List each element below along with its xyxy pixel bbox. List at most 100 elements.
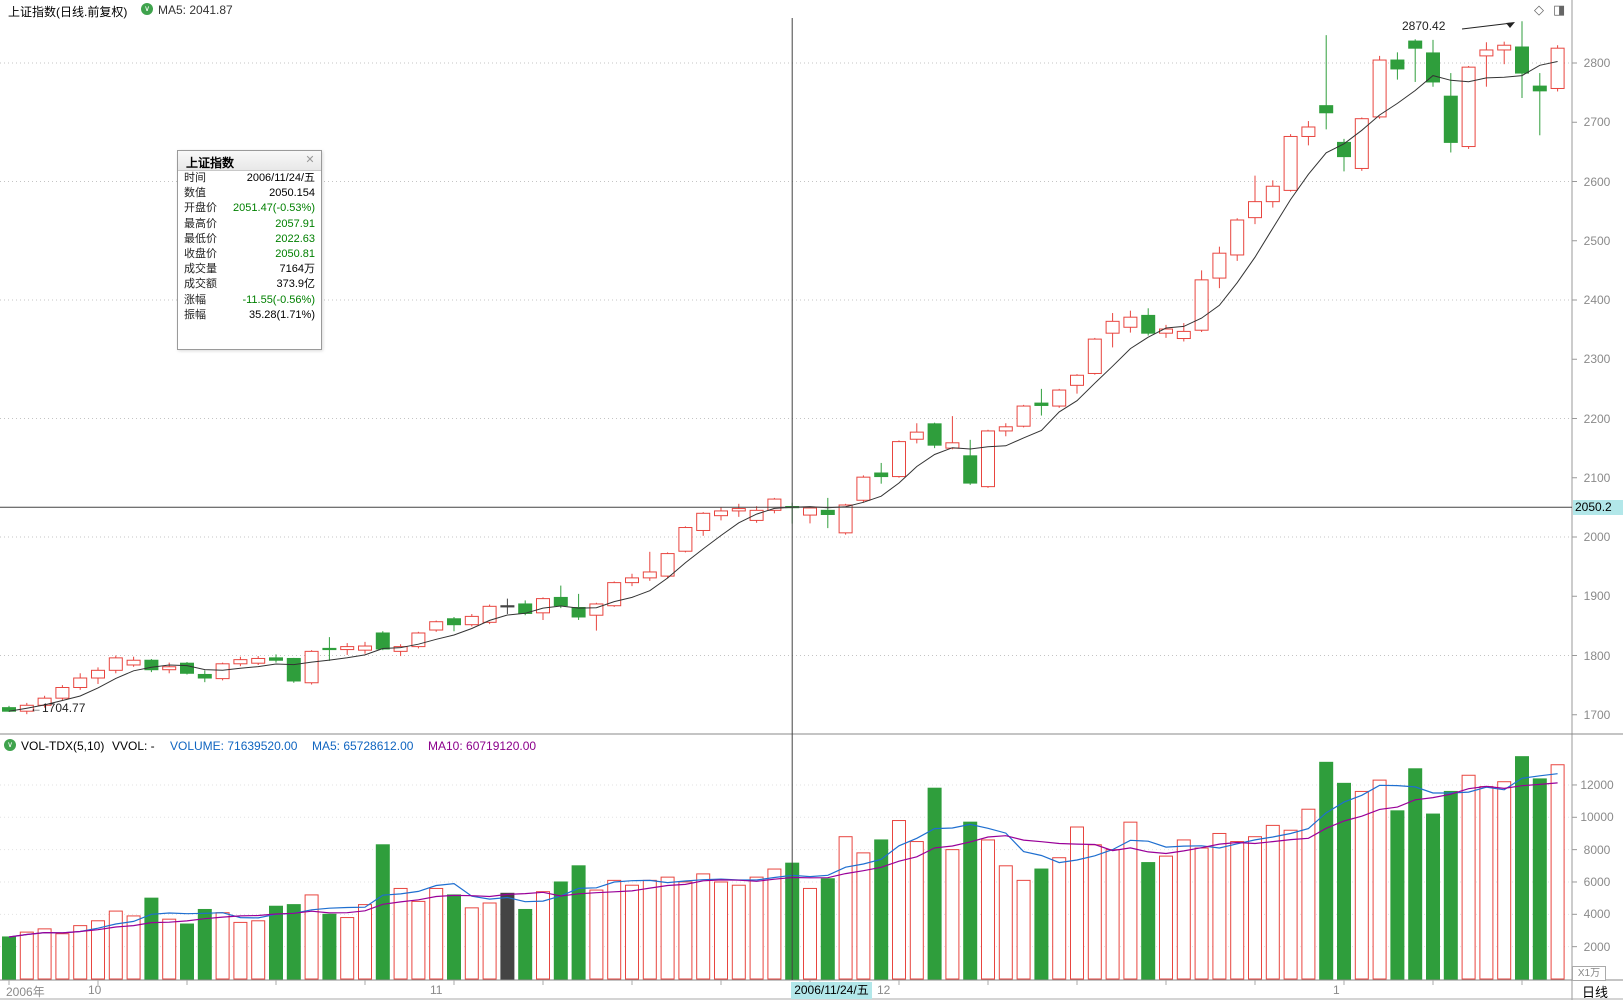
- time-axis-label: 1: [1333, 983, 1340, 997]
- candle-body: [375, 632, 390, 650]
- volume-axis-label: 6000: [1583, 874, 1611, 889]
- period-selector[interactable]: 日线: [1582, 985, 1609, 1000]
- volume-bar: [1301, 808, 1316, 980]
- info-row: 成交额 373.9亿: [184, 278, 315, 291]
- candle-body: [749, 509, 764, 521]
- candle-body: [1230, 219, 1245, 256]
- volume-bar: [981, 839, 995, 980]
- volume-bar: [1408, 768, 1423, 980]
- crosshair-date-label: 2006/11/24/五: [791, 982, 872, 999]
- volume-axis-label: 8000: [1583, 842, 1611, 857]
- volume-bar: [945, 849, 960, 980]
- chevron-down-icon[interactable]: ∨: [141, 3, 153, 15]
- volume-bar: [696, 873, 711, 980]
- candle-body: [589, 603, 604, 616]
- volume-bar: [927, 787, 942, 980]
- volume-bar: [215, 912, 230, 980]
- price-axis-label: 2200: [1583, 411, 1611, 426]
- volume-bar: [1087, 844, 1102, 980]
- info-row: 成交量 7164万: [184, 263, 315, 276]
- volume-bar: [1372, 779, 1387, 980]
- volume-bar: [358, 904, 372, 980]
- volume-bar: [411, 900, 426, 980]
- candle-body: [714, 510, 728, 517]
- volume-ma-lines: [8, 773, 1558, 938]
- candle-body: [1016, 405, 1031, 427]
- candle-body: [536, 598, 550, 614]
- candle-body: [1461, 66, 1476, 148]
- volume-bar: [731, 884, 746, 980]
- volume-bar: [678, 881, 693, 980]
- volume-bar: [162, 918, 177, 980]
- volume-bar: [998, 865, 1013, 980]
- candle-body: [678, 527, 693, 552]
- candles: [2, 21, 1565, 715]
- ma5-header-value: MA5: 2041.87: [158, 3, 233, 17]
- volume-bar: [820, 878, 835, 980]
- price-axis-label: 2100: [1583, 470, 1611, 485]
- low-annotation: ←1704.77: [30, 701, 86, 715]
- volume-bar: [269, 905, 283, 980]
- candle-body: [1176, 330, 1191, 340]
- candle-body: [696, 512, 711, 531]
- volume-bar: [1532, 778, 1547, 980]
- price-axis-label: 1900: [1583, 589, 1611, 604]
- price-axis-label: 2500: [1583, 233, 1611, 248]
- volume-bar: [180, 923, 194, 980]
- chevron-down-icon[interactable]: ∨: [4, 739, 16, 751]
- volume-bar: [1426, 813, 1440, 980]
- info-row: 收盘价 2050.81: [184, 248, 315, 261]
- volume-bar: [375, 844, 390, 980]
- volume-bar: [1123, 821, 1138, 980]
- volume-bar: [1212, 832, 1227, 980]
- candle-body: [1283, 135, 1298, 191]
- volume-bar: [37, 928, 52, 980]
- candle-body: [1052, 389, 1067, 407]
- volume-axis-label: 4000: [1583, 907, 1611, 922]
- volume-bar: [1248, 836, 1262, 980]
- volume-bar: [1159, 855, 1173, 980]
- close-icon[interactable]: ✕: [305, 154, 315, 166]
- volume-bar: [714, 881, 728, 980]
- volume-bar: [1105, 849, 1120, 980]
- volume-bar: [1283, 829, 1298, 980]
- volume-bar: [1265, 824, 1280, 980]
- candle-body: [1105, 320, 1120, 334]
- volume-bar: [660, 876, 675, 980]
- candle-body: [607, 582, 622, 607]
- volume-bar: [1319, 761, 1334, 980]
- volume-bar: [749, 876, 764, 980]
- candle-body: [55, 686, 70, 699]
- high-annotation-arrow: [1461, 22, 1515, 30]
- volume-bar: [856, 852, 871, 980]
- price-axis-label: 2000: [1583, 530, 1611, 544]
- volume-bar: [251, 920, 266, 980]
- candle-body: [642, 571, 657, 579]
- info-panel-rows: 时间 2006/11/24/五 数值 2050.154 开盘价 2051.47(-0.53…: [178, 171, 321, 323]
- high-annotation: 2870.42: [1402, 19, 1446, 33]
- info-row: 数值 2050.154: [184, 187, 315, 200]
- candle-body: [251, 657, 266, 664]
- price-axis-label: 2700: [1583, 115, 1611, 130]
- candle-body: [625, 577, 639, 584]
- candle-body: [909, 431, 924, 440]
- volume-bar: [536, 891, 550, 980]
- volume-axis-label: 12000: [1580, 777, 1614, 792]
- candle-body: [1265, 185, 1280, 203]
- info-row: 时间 2006/11/24/五: [184, 172, 315, 184]
- candle-body: [215, 663, 230, 680]
- volume-axis-label: 2000: [1583, 939, 1611, 954]
- volume-bar: [340, 917, 355, 980]
- price-axis-label: 2600: [1583, 174, 1611, 189]
- candle-body: [1372, 59, 1387, 118]
- volume-bar: [144, 897, 159, 980]
- candle-body: [1301, 126, 1316, 137]
- split-pane-icon[interactable]: ◨: [1553, 2, 1566, 17]
- volume-bar: [1443, 790, 1458, 980]
- candle-body: [304, 650, 319, 684]
- info-panel: 上证指数 ✕ 时间 2006/11/24/五 数值 2050.154 开盘价 2051.4…: [177, 150, 322, 350]
- volume-bar: [304, 894, 319, 980]
- candle-body: [1337, 141, 1351, 158]
- diamond-icon[interactable]: ◇: [1534, 2, 1544, 17]
